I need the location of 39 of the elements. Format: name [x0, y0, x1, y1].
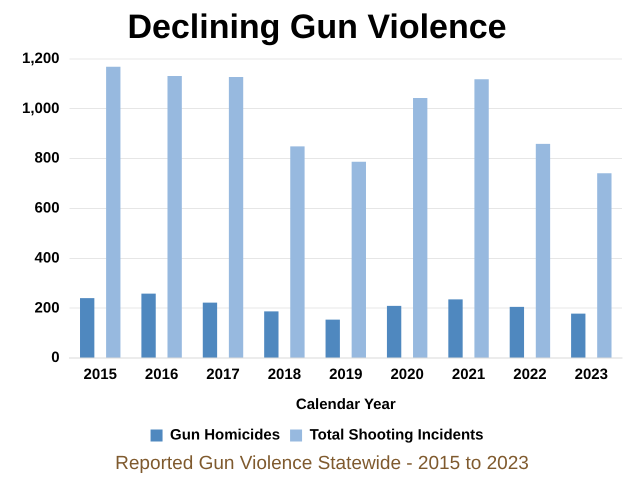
bar — [106, 66, 120, 358]
bar — [352, 162, 366, 358]
x-tick-label: 2018 — [268, 366, 302, 384]
bar — [510, 306, 524, 358]
bar — [597, 173, 612, 358]
x-tick-label: 2023 — [574, 366, 608, 384]
x-tick-label: 2017 — [206, 366, 240, 384]
bar — [290, 146, 305, 358]
legend-label: Gun Homicides — [170, 426, 280, 444]
y-tick-label: 1,200 — [22, 50, 60, 67]
text: Reported Gun Violence Statewide - 2015 to 2023 — [114, 453, 530, 475]
y-tick-label: 400 — [34, 249, 60, 266]
bar — [141, 294, 156, 358]
bar — [413, 98, 428, 358]
x-tick-label: 2020 — [390, 366, 424, 384]
bar — [536, 144, 550, 358]
x-tick-label: 2015 — [84, 366, 117, 384]
y-tick-label: 1,000 — [22, 100, 60, 117]
y-tick-label: 800 — [34, 150, 60, 167]
bar — [474, 79, 489, 358]
bar — [386, 306, 402, 358]
x-axis-title: Calendar Year — [296, 396, 396, 414]
legend-label: Total Shooting Incidents — [310, 426, 484, 444]
bar — [571, 314, 586, 358]
y-tick-label: 200 — [34, 299, 60, 316]
y-tick-label: 0 — [51, 349, 60, 366]
bar — [228, 77, 244, 358]
bar — [167, 76, 182, 358]
bar — [448, 299, 463, 358]
bar — [202, 302, 218, 358]
x-tick-label: 2021 — [452, 366, 486, 384]
bar — [264, 311, 279, 358]
chart-title: Declining Gun Violence — [127, 8, 507, 46]
bar — [326, 320, 340, 358]
y-tick-label: 600 — [34, 200, 60, 217]
x-tick-label: 2019 — [329, 366, 362, 384]
bar — [80, 298, 94, 358]
x-tick-label: 2016 — [144, 366, 178, 384]
x-tick-label: 2022 — [513, 366, 547, 384]
